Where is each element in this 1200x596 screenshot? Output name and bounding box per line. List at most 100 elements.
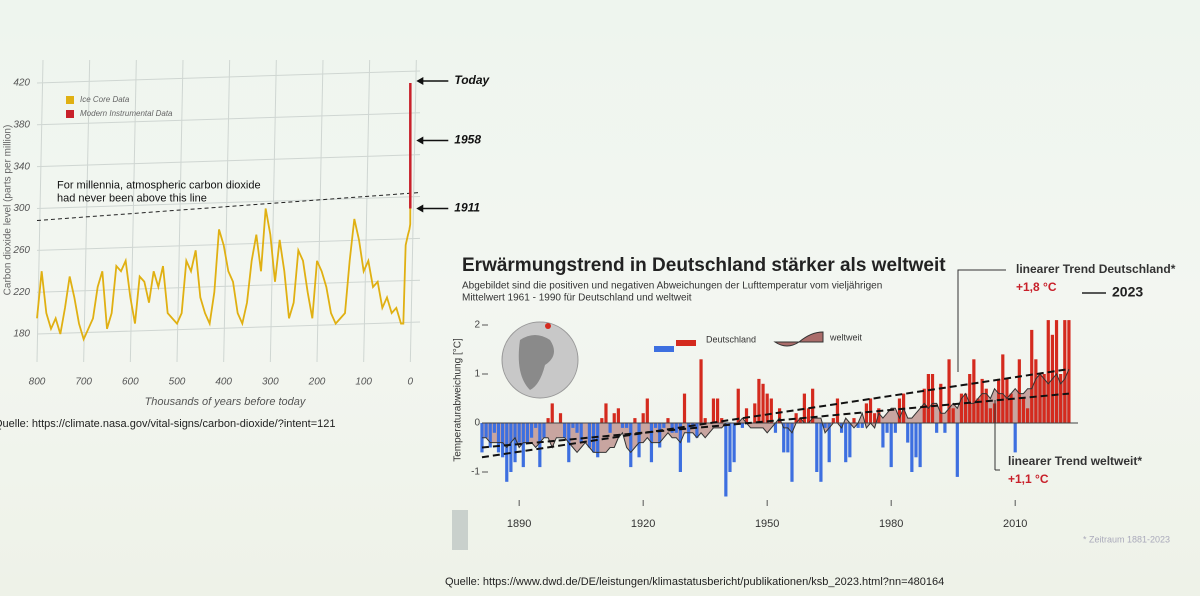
globe-land [518,335,554,390]
bar [831,418,835,423]
x-tick-label: 1950 [755,518,779,530]
bar [765,393,769,423]
bar [736,388,740,423]
bar [525,423,530,443]
bar [1034,359,1038,423]
x-axis-label: Thousands of years before today [145,396,307,408]
subtitle: Abgebildet sind die positiven und negati… [462,281,882,292]
bar [877,408,881,423]
subtitle: Mittelwert 1961 - 1990 für Deutschland u… [462,293,692,304]
bar [563,423,567,438]
bar [550,403,554,423]
bar [513,423,517,463]
legend-swatch [773,331,824,347]
bar [852,418,856,423]
bar [612,413,616,423]
grid-line [36,237,421,251]
bar [1001,354,1005,423]
x-tick-label: 400 [215,377,232,388]
bar [546,418,550,423]
bar [943,423,947,433]
bar [744,408,749,423]
y-tick-label: 380 [13,119,30,130]
bar [963,393,968,423]
y-tick-label: 300 [13,203,30,214]
bar [959,393,964,423]
bar [534,423,538,428]
arrow-head [416,76,424,85]
globe [501,321,579,399]
bar [790,423,794,482]
x-tick-label: 700 [75,377,92,388]
legend-swatch [676,340,696,346]
callout [957,269,1006,372]
y-tick-label: 420 [13,78,30,89]
y-tick-label: 1 [474,369,480,380]
bar [645,398,649,423]
y-tick-label: 220 [12,287,30,298]
bar [951,408,955,423]
x-tick-label: 1980 [879,518,903,530]
bar [798,418,802,423]
bar [575,423,579,433]
reference-label: For millennia, atmospheric carbon dioxid… [57,179,261,191]
legend-label: weltweit [829,332,863,342]
bar [1005,378,1009,423]
bar [695,423,699,438]
bar [616,408,620,423]
x-tick-label: 300 [262,377,279,388]
legend-label: Ice Core Data [80,95,130,104]
arrow-head [416,136,424,145]
x-tick-label: 1890 [507,518,531,530]
grid-line [36,154,421,168]
callout [994,400,1000,471]
x-tick-label: 2010 [1003,518,1027,530]
bar [571,423,575,428]
bar [914,423,918,458]
source: Quelle: https://www.dwd.de/DE/leistungen… [445,576,944,588]
data-line [36,208,412,342]
footnote: * Zeitraum 1881-2023 [1083,534,1170,544]
y-tick-label: 180 [13,329,30,340]
area [481,369,1069,453]
bar [699,359,703,423]
grid-line [223,59,231,363]
bar [538,423,542,468]
y-tick-label: 340 [13,161,30,172]
y-tick-label: 2 [474,320,480,331]
bar [968,374,972,423]
bar [868,398,873,423]
bar [1054,320,1059,423]
bar [889,423,893,468]
bar [811,388,815,423]
trend-label: linearer Trend Deutschland* [1016,262,1176,276]
trend-value: +1,1 °C [1008,472,1049,486]
bar [988,408,992,423]
grid-line [129,59,137,363]
bar [674,423,678,433]
bar [501,423,505,458]
bar [848,423,852,458]
legend-swatch [654,346,674,352]
globe-marker [545,323,551,329]
bar [509,423,513,472]
bar [715,398,720,423]
bar [856,423,860,428]
bar [1021,398,1026,423]
bar [596,423,600,458]
grid-line [176,59,184,363]
bar [897,398,902,423]
logo [452,510,468,550]
bar [1017,359,1021,423]
grid-line [83,59,91,363]
bar [1059,374,1063,423]
bar [1042,374,1046,423]
bar [496,423,501,453]
bar [827,423,831,463]
bar [947,359,951,423]
bar [629,423,633,468]
bar [939,383,943,423]
bar [815,423,819,472]
